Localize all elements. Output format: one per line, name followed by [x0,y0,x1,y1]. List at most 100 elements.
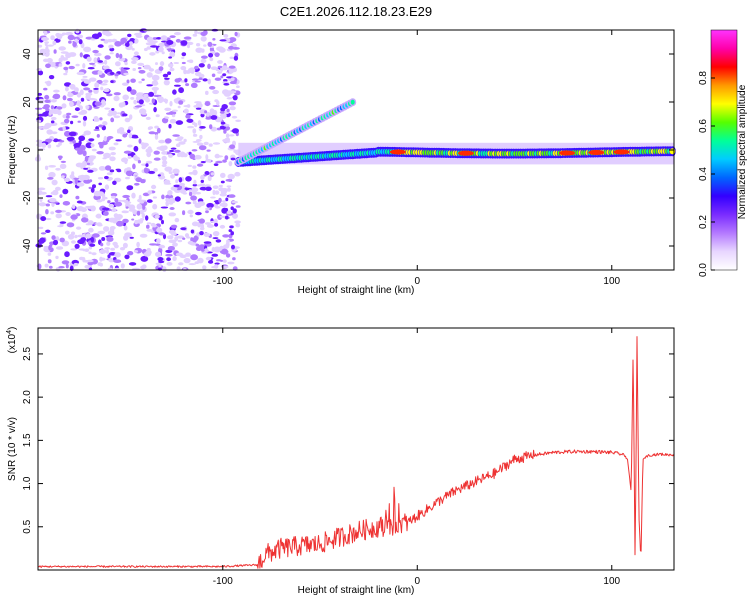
noise-speck [114,267,120,270]
noise-speck [228,229,233,233]
noise-speck [187,44,190,49]
noise-speck [156,238,161,244]
noise-speck [150,40,158,44]
noise-speck [194,30,198,35]
noise-speck [205,210,209,214]
noise-speck [113,259,122,264]
noise-speck [211,73,216,78]
noise-speck [137,67,142,70]
noise-speck [48,265,53,269]
noise-speck [132,163,136,170]
noise-speck [106,39,114,43]
noise-speck [222,65,228,71]
noise-speck [227,187,231,192]
noise-speck [161,151,168,155]
noise-speck [114,73,119,77]
noise-speck [65,31,73,36]
noise-speck [113,92,121,96]
y-tick-label: 0 [22,147,33,153]
noise-speck [172,242,178,247]
noise-speck [182,192,188,195]
noise-speck [85,233,92,239]
noise-speck [163,182,172,185]
noise-speck [77,239,85,245]
noise-speck [87,205,95,210]
noise-speck [146,72,153,78]
noise-speck [60,160,67,163]
noise-speck [173,149,181,153]
noise-speck [168,56,173,59]
noise-speck [75,28,80,34]
noise-speck [214,52,220,57]
noise-speck [109,71,115,75]
noise-speck [197,257,204,264]
noise-speck [62,188,69,195]
noise-speck [186,118,194,123]
noise-speck [76,100,81,107]
noise-speck [88,186,92,190]
noise-speck [50,120,55,124]
noise-speck [222,112,227,119]
noise-speck [146,224,150,229]
noise-speck [95,213,102,219]
noise-speck [203,241,212,244]
peak-patch [559,150,576,156]
noise-speck [133,99,137,105]
noise-speck [170,186,178,191]
x-tick-label: 100 [603,576,620,587]
noise-speck [65,230,70,235]
noise-speck [197,120,202,126]
noise-speck [79,256,84,261]
noise-speck [170,147,177,150]
noise-speck [219,39,227,42]
noise-speck [225,179,232,182]
noise-speck [61,260,70,265]
colorbar-ticks: 0.0 0.2 0.4 0.6 0.8 [698,71,715,277]
noise-speck [130,78,136,83]
noise-speck [70,214,78,220]
noise-speck [65,52,72,59]
colorbar-tick-label: 0.6 [698,119,709,133]
noise-speck [164,77,170,80]
noise-speck [212,189,216,196]
noise-speck [34,107,43,110]
noise-speck [196,184,203,187]
noise-speck [226,210,232,215]
noise-speck [235,223,241,228]
noise-speck [66,112,72,116]
noise-speck [172,134,180,137]
noise-speck [148,126,153,130]
noise-speck [59,237,65,243]
noise-speck [161,155,167,161]
noise-speck [220,259,223,262]
noise-speck [104,247,111,250]
noise-speck [175,252,183,257]
noise-speck [104,184,110,190]
noise-speck [96,134,100,138]
spectrogram-panel: -100 0 100 -40 -20 0 20 40 Height of straight l… [7,28,676,296]
noise-speck [223,140,231,143]
noise-speck [71,171,75,176]
noise-speck [37,92,42,96]
noise-speck [178,177,183,183]
colorbar-scale [710,29,738,271]
snr-y-scale-exponent: 4 [6,330,13,334]
noise-speck [234,171,241,177]
spectrogram-ylabel: Frequency (Hz) [7,116,18,185]
noise-speck [53,89,60,93]
noise-speck [199,134,203,140]
noise-speck [177,105,181,109]
noise-speck [200,161,206,163]
noise-speck [218,197,222,203]
noise-speck [108,203,115,208]
noise-speck [210,66,218,70]
noise-speck [122,113,128,117]
noise-speck [44,41,49,44]
noise-speck [188,263,196,266]
noise-speck [133,136,139,139]
noise-speck [68,65,75,70]
noise-speck [153,168,158,172]
noise-speck [107,200,111,204]
noise-speck [146,199,153,203]
noise-speck [232,128,239,134]
